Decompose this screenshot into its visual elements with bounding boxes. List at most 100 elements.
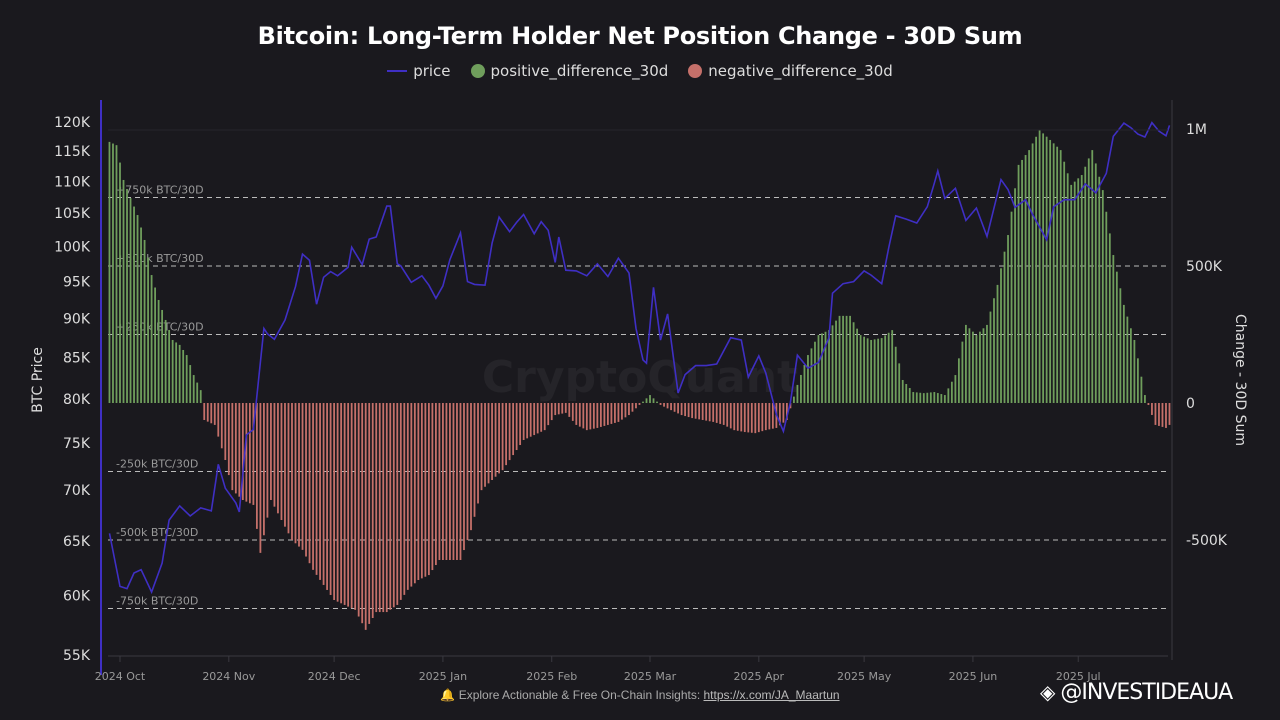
footer-link[interactable]: https://x.com/JA_Maartun xyxy=(703,688,840,702)
negative-bar xyxy=(284,403,286,527)
negative-bar xyxy=(729,403,732,429)
legend-label: price xyxy=(413,62,451,80)
y-left-tick-label: 110K xyxy=(54,174,91,190)
negative-bar xyxy=(375,403,378,613)
positive-bar xyxy=(1126,316,1129,403)
legend-item-price[interactable]: price xyxy=(387,62,451,80)
x-tick-label: 2024 Nov xyxy=(202,670,255,683)
negative-bar xyxy=(371,403,374,618)
negative-bar xyxy=(663,403,665,407)
y-left-tick-label: 90K xyxy=(63,311,91,327)
positive-bar xyxy=(656,401,658,403)
negative-bar xyxy=(224,403,227,460)
negative-bar xyxy=(638,403,641,405)
negative-bar xyxy=(459,403,462,561)
negative-bar xyxy=(368,403,371,624)
negative-bar xyxy=(217,403,220,437)
negative-bar xyxy=(347,403,350,607)
negative-bar xyxy=(740,403,743,432)
positive-bar xyxy=(993,298,995,403)
negative-bar xyxy=(245,403,248,502)
positive-bar xyxy=(986,324,988,403)
negative-bar xyxy=(263,403,265,536)
positive-bar xyxy=(1052,143,1055,403)
negative-bar xyxy=(603,403,606,426)
positive-bar xyxy=(943,395,946,403)
positive-bar xyxy=(119,162,121,403)
negative-bar xyxy=(435,403,437,566)
negative-bar xyxy=(592,403,595,429)
negative-bar xyxy=(564,403,567,413)
y-left-label: BTC Price xyxy=(30,347,46,413)
negative-bar xyxy=(403,403,406,595)
negative-bar xyxy=(761,403,764,432)
positive-bar xyxy=(849,315,851,403)
negative-bar xyxy=(238,403,241,497)
legend-label: positive_difference_30d xyxy=(490,62,669,80)
legend-item-positive[interactable]: positive_difference_30d xyxy=(470,62,669,80)
positive-bar xyxy=(880,338,883,403)
positive-bar xyxy=(947,388,950,403)
negative-bar xyxy=(736,403,739,431)
y-left-tick-label: 80K xyxy=(63,392,91,408)
negative-bar xyxy=(312,403,314,570)
negative-bar xyxy=(273,403,276,507)
negative-bar xyxy=(396,403,399,605)
negative-bar xyxy=(589,403,592,430)
positive-bar xyxy=(915,392,918,403)
negative-bar xyxy=(1147,403,1150,406)
negative-bar xyxy=(210,403,213,424)
negative-bar xyxy=(557,403,560,415)
positive-bar xyxy=(936,393,939,403)
positive-bar xyxy=(968,328,971,403)
negative-bar xyxy=(519,403,522,446)
positive-bar xyxy=(1017,164,1020,403)
negative-bar xyxy=(533,403,536,436)
positive-bar xyxy=(143,239,146,403)
positive-bar xyxy=(1035,136,1038,403)
negative-bar xyxy=(266,403,269,518)
positive-bar xyxy=(154,287,156,403)
x-tick-label: 2025 Mar xyxy=(624,670,677,683)
positive-bar xyxy=(126,189,128,403)
negative-bar xyxy=(628,403,630,416)
negative-bar xyxy=(508,403,511,461)
line-swatch-icon xyxy=(387,70,408,72)
positive-bar xyxy=(185,355,188,403)
positive-bar xyxy=(852,322,855,403)
x-tick-label: 2025 May xyxy=(837,670,892,683)
y-left-tick-label: 70K xyxy=(63,483,91,499)
negative-bar xyxy=(747,403,750,433)
negative-bar xyxy=(694,403,697,419)
dot-swatch-icon xyxy=(470,64,485,78)
dot-swatch-icon xyxy=(688,64,703,78)
negative-bar xyxy=(529,403,532,437)
negative-bar xyxy=(206,403,209,422)
negative-bar xyxy=(596,403,599,428)
negative-bar xyxy=(782,403,785,423)
positive-bar xyxy=(1091,150,1094,403)
negative-bar xyxy=(578,403,581,427)
negative-bar xyxy=(319,403,321,580)
negative-bar xyxy=(427,403,430,576)
positive-bar xyxy=(1056,146,1059,403)
negative-bar xyxy=(754,403,757,434)
legend-label: negative_difference_30d xyxy=(708,62,893,80)
y-left-tick-label: 65K xyxy=(63,534,91,550)
negative-bar xyxy=(610,403,613,424)
x-tick-label: 2024 Dec xyxy=(308,670,361,683)
positive-bar xyxy=(1003,251,1006,403)
negative-bar xyxy=(614,403,616,423)
positive-bar xyxy=(1087,158,1090,403)
positive-bar xyxy=(957,358,960,403)
negative-bar xyxy=(449,403,451,561)
positive-bar xyxy=(1031,143,1034,403)
legend-item-negative[interactable]: negative_difference_30d xyxy=(688,62,893,80)
negative-bar xyxy=(722,403,725,425)
x-tick-label: 2025 Jun xyxy=(949,670,998,683)
watermark: CryptoQuant xyxy=(482,352,798,403)
positive-bar xyxy=(845,315,848,403)
negative-bar xyxy=(424,403,427,577)
negative-bar xyxy=(1151,403,1153,415)
